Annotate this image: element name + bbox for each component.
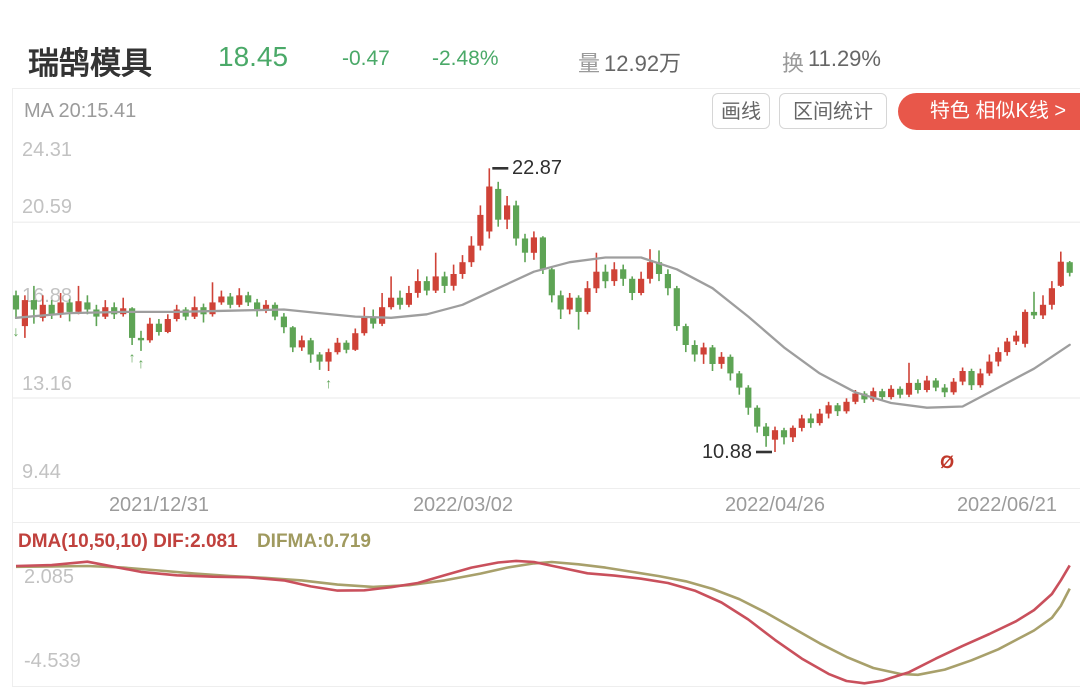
card-bottom-border: [12, 686, 1080, 687]
ex-rights-marker-icon: Ø: [939, 451, 956, 473]
dma-difma-label: DIFMA:0.719: [256, 531, 371, 552]
price-change: -0.47: [342, 47, 390, 70]
low-price-annotation: 10.88: [701, 441, 752, 463]
turnover-value: 11.29%: [808, 46, 881, 71]
axis-band-top-divider: [12, 488, 1080, 489]
dma-axis-min: -4.539: [24, 650, 81, 672]
price-tick-5: 9.44: [22, 461, 61, 483]
dma-indicator-chart[interactable]: [0, 556, 1080, 686]
price-tick-2: 20.59: [22, 196, 73, 218]
last-price: 18.45: [218, 41, 289, 72]
price-tick-1: 24.31: [22, 139, 73, 161]
similar-kline-button[interactable]: 特色 相似K线 >: [898, 93, 1080, 130]
draw-line-button[interactable]: 画线: [712, 93, 770, 129]
axis-band-bottom-divider: [12, 522, 1080, 523]
dma-dif-label: DMA(10,50,10) DIF:2.081: [18, 531, 238, 552]
candlestick-chart[interactable]: ↓↑ ↑↑: [0, 88, 1080, 488]
price-change-percent: -2.48%: [432, 47, 499, 70]
svg-text:↓: ↓: [13, 323, 20, 339]
quote-header: 瑞鹄模具 18.45 -0.47 -2.48% 量 12.92万 换 11.29…: [0, 0, 1080, 88]
volume-label: 量: [578, 51, 601, 76]
dma-axis-max: 2.085: [24, 566, 75, 588]
svg-text:↑: ↑: [325, 375, 332, 391]
indicator-header[interactable]: DMA(10,50,10) DIF:2.081 DIFMA:0.719: [18, 531, 371, 553]
range-stats-button[interactable]: 区间统计: [779, 93, 887, 129]
ma-value-label: MA 20:15.41: [24, 100, 137, 122]
price-tick-4: 13.16: [22, 373, 73, 395]
date-tick-3: 2022/04/26: [724, 494, 826, 516]
card-top-border: [12, 88, 1080, 89]
stock-name: 瑞鹄模具: [28, 46, 152, 81]
date-tick-2: 2022/03/02: [412, 494, 514, 516]
high-price-annotation: 22.87: [512, 157, 563, 179]
volume-value: 12.92万: [604, 51, 682, 76]
card-left-border: [12, 88, 13, 686]
date-tick-4: 2022/06/21: [956, 494, 1058, 516]
turnover-label: 换: [782, 51, 805, 76]
date-tick-1: 2021/12/31: [108, 494, 210, 516]
svg-text:↑: ↑: [138, 355, 145, 371]
svg-text:↑: ↑: [129, 349, 136, 365]
